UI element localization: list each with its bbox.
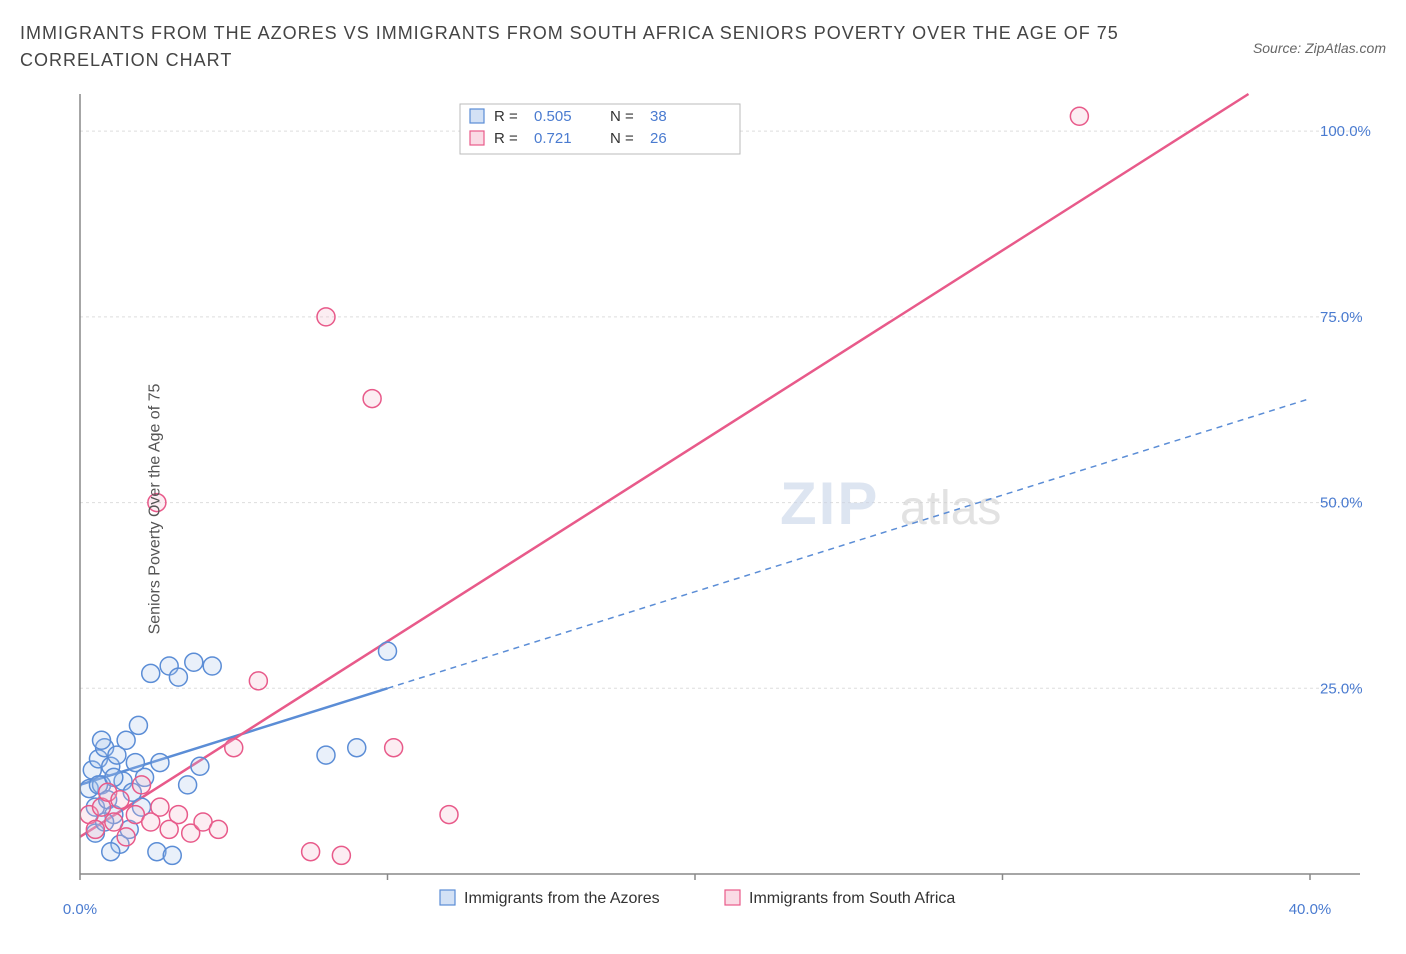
data-point bbox=[129, 716, 147, 734]
correlation-scatter-chart: 25.0% 50.0% 75.0% 100.0% 0.0% 40.0% ZIP atlas R … bbox=[20, 84, 1386, 934]
legend-n-label: N = bbox=[610, 130, 634, 147]
data-point bbox=[1070, 107, 1088, 125]
data-point bbox=[249, 672, 267, 690]
legend-r-label: R = bbox=[494, 108, 518, 125]
legend-swatch bbox=[725, 890, 740, 905]
data-point bbox=[169, 806, 187, 824]
data-point bbox=[163, 846, 181, 864]
data-point bbox=[179, 776, 197, 794]
data-point bbox=[102, 843, 120, 861]
data-point bbox=[151, 798, 169, 816]
data-point bbox=[93, 731, 111, 749]
data-point bbox=[302, 843, 320, 861]
data-point bbox=[151, 754, 169, 772]
chart-title: IMMIGRANTS FROM THE AZORES VS IMMIGRANTS… bbox=[20, 20, 1120, 74]
legend-r-value: 0.721 bbox=[534, 130, 572, 147]
legend-r-value: 0.505 bbox=[534, 108, 572, 125]
data-point bbox=[317, 746, 335, 764]
x-tick-label: 0.0% bbox=[63, 901, 97, 918]
trend-line bbox=[388, 399, 1311, 689]
source-label: Source: ZipAtlas.com bbox=[1253, 40, 1386, 56]
watermark: atlas bbox=[900, 482, 1001, 535]
y-tick-label: 50.0% bbox=[1320, 495, 1363, 512]
data-point bbox=[117, 731, 135, 749]
legend-series-label: Immigrants from South Africa bbox=[749, 890, 955, 907]
trend-line bbox=[80, 94, 1249, 837]
data-point bbox=[379, 642, 397, 660]
legend-swatch bbox=[470, 109, 484, 123]
y-axis-label: Seniors Poverty Over the Age of 75 bbox=[146, 384, 164, 635]
data-point bbox=[111, 791, 129, 809]
data-point bbox=[86, 820, 104, 838]
data-point bbox=[191, 757, 209, 775]
legend-swatch bbox=[440, 890, 455, 905]
x-tick-label: 40.0% bbox=[1289, 901, 1332, 918]
y-tick-label: 100.0% bbox=[1320, 123, 1371, 140]
data-point bbox=[209, 820, 227, 838]
watermark: ZIP bbox=[780, 470, 879, 537]
y-tick-label: 75.0% bbox=[1320, 309, 1363, 326]
data-point bbox=[332, 846, 350, 864]
data-point bbox=[363, 390, 381, 408]
legend-n-label: N = bbox=[610, 108, 634, 125]
data-point bbox=[440, 806, 458, 824]
data-point bbox=[105, 813, 123, 831]
legend-n-value: 38 bbox=[650, 108, 667, 125]
data-point bbox=[142, 664, 160, 682]
legend-swatch bbox=[470, 131, 484, 145]
data-point bbox=[317, 308, 335, 326]
data-point bbox=[133, 776, 151, 794]
legend-r-label: R = bbox=[494, 130, 518, 147]
data-point bbox=[225, 739, 243, 757]
data-point bbox=[203, 657, 221, 675]
legend-n-value: 26 bbox=[650, 130, 667, 147]
data-point bbox=[185, 653, 203, 671]
data-point bbox=[117, 828, 135, 846]
data-point bbox=[126, 754, 144, 772]
legend-series-label: Immigrants from the Azores bbox=[464, 890, 660, 907]
data-point bbox=[348, 739, 366, 757]
data-point bbox=[385, 739, 403, 757]
y-tick-label: 25.0% bbox=[1320, 680, 1363, 697]
data-point bbox=[169, 668, 187, 686]
